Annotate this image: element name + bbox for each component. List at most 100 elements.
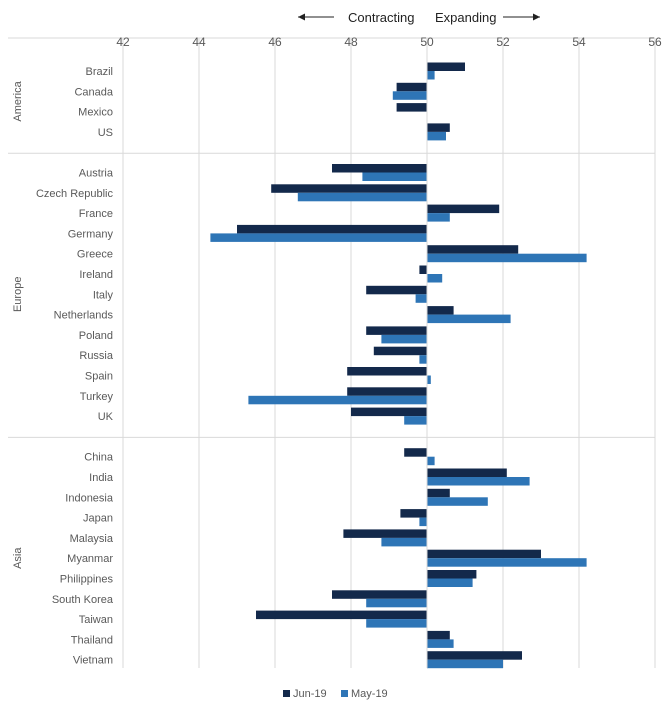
- bar-jun-19: [396, 103, 427, 112]
- region-label: America: [12, 80, 24, 121]
- bar-may-19: [366, 598, 427, 608]
- bar-jun-19: [427, 468, 507, 477]
- category-label: US: [98, 127, 113, 139]
- bar-jun-19: [419, 265, 427, 274]
- category-label: China: [84, 452, 114, 464]
- legend-label: May-19: [351, 688, 388, 700]
- category-label: Turkey: [80, 391, 114, 403]
- direction-annotation: Contracting Expanding: [298, 10, 540, 25]
- category-label: India: [89, 472, 114, 484]
- bar-may-19: [427, 131, 446, 141]
- bar-jun-19: [332, 590, 427, 599]
- category-label: Austria: [79, 168, 114, 180]
- bar-jun-19: [256, 610, 427, 620]
- category-label: Thailand: [71, 634, 113, 646]
- bar-jun-19: [400, 509, 427, 518]
- category-label: South Korea: [52, 594, 114, 606]
- contracting-label: Contracting: [348, 10, 414, 25]
- category-label: France: [79, 208, 113, 220]
- category-label: Mexico: [78, 107, 113, 119]
- bar-may-19: [427, 375, 431, 384]
- bar-may-19: [419, 517, 427, 527]
- bar-may-19: [297, 192, 427, 202]
- bar-may-19: [366, 619, 427, 628]
- expanding-arrowhead-icon: [533, 13, 540, 21]
- bar-may-19: [427, 497, 488, 506]
- category-label: Myanmar: [67, 553, 113, 565]
- bar-may-19: [427, 659, 503, 669]
- legend-swatch: [341, 690, 348, 697]
- bar-jun-19: [271, 184, 427, 193]
- x-tick-label: 46: [268, 35, 282, 49]
- category-label: Germany: [68, 228, 114, 240]
- category-label: Italy: [93, 289, 114, 301]
- x-tick-label: 52: [496, 35, 510, 49]
- bar-may-19: [415, 294, 427, 303]
- bar-may-19: [392, 91, 427, 100]
- bar-jun-19: [427, 123, 450, 132]
- bar-jun-19: [404, 448, 427, 457]
- category-label: Japan: [83, 513, 113, 525]
- bar-may-19: [427, 274, 443, 283]
- category-label: UK: [98, 411, 114, 423]
- category-label: Poland: [79, 330, 113, 342]
- bar-jun-19: [427, 245, 519, 254]
- group-dividers: [8, 37, 655, 438]
- legend-label: Jun-19: [293, 688, 327, 700]
- category-label: Czech Republic: [36, 188, 114, 200]
- contracting-arrowhead-icon: [298, 13, 305, 21]
- bar-jun-19: [427, 570, 477, 579]
- bar-jun-19: [373, 346, 427, 356]
- bar-may-19: [427, 71, 435, 80]
- x-tick-label: 48: [344, 35, 358, 49]
- category-labels: Brazil Canada Mexico US Austria Czech Republi…: [36, 66, 114, 667]
- bar-may-19: [427, 213, 450, 222]
- bar-jun-19: [366, 285, 427, 295]
- bar-may-19: [362, 172, 427, 181]
- bar-jun-19: [427, 630, 450, 640]
- region-labels: America Europe Asia: [12, 80, 24, 569]
- bar-jun-19: [237, 224, 427, 234]
- category-label: Canada: [74, 86, 113, 98]
- category-label: Russia: [79, 350, 114, 362]
- region-label: Asia: [12, 547, 24, 569]
- legend: Jun-19 May-19: [283, 688, 388, 700]
- bar-may-19: [381, 334, 427, 344]
- bar-jun-19: [427, 204, 500, 214]
- x-tick-label: 56: [648, 35, 662, 49]
- x-tick-label: 44: [192, 35, 206, 49]
- x-tick-label: 42: [116, 35, 130, 49]
- bar-may-19: [210, 233, 427, 242]
- x-axis-ticks: 42 44 46 48 50 52 54 56: [116, 35, 662, 49]
- bar-jun-19: [343, 529, 427, 538]
- bar-jun-19: [351, 407, 427, 417]
- bar-may-19: [427, 639, 454, 648]
- bar-may-19: [419, 355, 427, 364]
- bar-jun-19: [427, 549, 541, 559]
- category-label: Vietnam: [73, 655, 113, 667]
- legend-swatch: [283, 690, 290, 697]
- bar-jun-19: [347, 367, 427, 376]
- category-label: Malaysia: [70, 533, 114, 545]
- region-label: Europe: [12, 277, 24, 312]
- bar-jun-19: [427, 488, 450, 498]
- bar-jun-19: [427, 651, 522, 660]
- bar-may-19: [427, 578, 473, 587]
- bar-may-19: [248, 395, 427, 405]
- bar-jun-19: [396, 82, 427, 92]
- expanding-label: Expanding: [435, 10, 496, 25]
- bar-may-19: [427, 558, 587, 567]
- bar-jun-19: [427, 62, 465, 71]
- category-label: Netherlands: [54, 310, 114, 322]
- bar-may-19: [404, 416, 427, 425]
- bar-may-19: [427, 253, 587, 263]
- category-label: Spain: [85, 371, 113, 383]
- category-label: Ireland: [79, 269, 113, 281]
- category-label: Philippines: [60, 574, 114, 586]
- bar-may-19: [381, 537, 427, 547]
- category-label: Greece: [77, 249, 113, 261]
- bar-jun-19: [366, 326, 427, 335]
- bars: [210, 62, 587, 669]
- bar-jun-19: [427, 306, 454, 315]
